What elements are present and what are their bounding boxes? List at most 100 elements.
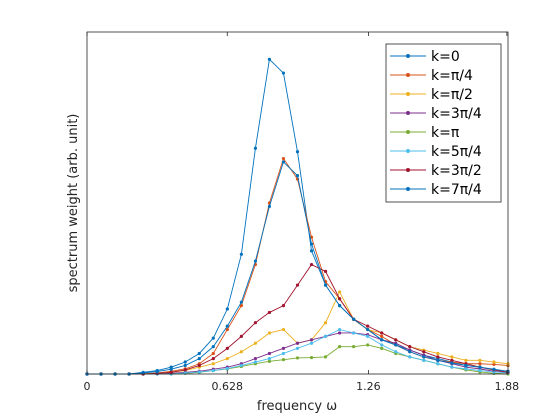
data-point bbox=[225, 357, 229, 361]
data-point bbox=[225, 307, 229, 311]
data-point bbox=[267, 359, 272, 363]
data-point bbox=[309, 242, 314, 246]
data-point bbox=[253, 357, 257, 361]
legend-label: k=π/2 bbox=[431, 87, 473, 103]
data-point bbox=[394, 338, 398, 342]
data-point bbox=[380, 338, 384, 342]
data-point bbox=[338, 331, 342, 335]
data-point bbox=[380, 331, 384, 335]
legend-label: k=3π/2 bbox=[431, 163, 482, 179]
data-point bbox=[436, 362, 440, 366]
data-point bbox=[366, 334, 370, 338]
data-point bbox=[380, 334, 384, 338]
data-point bbox=[352, 331, 356, 335]
legend: k=0 k=π/4 k=π/2 k=3π/4 k=π k=5π/4 k=3π/2 k=7π/4 bbox=[385, 43, 502, 203]
data-point bbox=[295, 356, 300, 360]
legend-marker bbox=[406, 149, 410, 153]
data-point bbox=[464, 363, 468, 368]
data-point bbox=[239, 350, 243, 354]
data-point bbox=[281, 160, 286, 164]
data-point bbox=[225, 346, 229, 350]
data-point bbox=[492, 362, 496, 367]
data-point bbox=[338, 290, 342, 294]
data-point bbox=[155, 370, 159, 374]
data-point bbox=[267, 357, 272, 361]
data-point bbox=[225, 327, 229, 332]
data-point bbox=[436, 351, 440, 356]
data-point bbox=[366, 324, 370, 328]
data-point bbox=[380, 346, 384, 350]
data-point bbox=[295, 346, 300, 350]
data-point bbox=[267, 310, 272, 315]
data-point bbox=[478, 368, 482, 373]
data-point bbox=[309, 341, 314, 345]
legend-entry: k=5π/4 bbox=[390, 144, 482, 160]
data-point bbox=[281, 304, 286, 308]
data-point bbox=[323, 269, 328, 273]
data-point bbox=[338, 345, 342, 349]
series-layer bbox=[85, 57, 510, 376]
data-point bbox=[197, 351, 201, 356]
data-point bbox=[253, 321, 257, 325]
data-point bbox=[253, 360, 257, 364]
data-point bbox=[169, 370, 173, 374]
data-point bbox=[450, 355, 454, 359]
data-point bbox=[197, 370, 201, 374]
legend-marker bbox=[406, 111, 410, 115]
data-point bbox=[211, 336, 215, 340]
data-point bbox=[464, 367, 468, 371]
legend-entry: k=3π/2 bbox=[390, 163, 482, 179]
legend-entry: k=7π/4 bbox=[390, 182, 482, 198]
data-point bbox=[478, 358, 482, 362]
series-7 bbox=[85, 160, 510, 376]
legend-marker bbox=[406, 92, 410, 96]
ticks-layer: 0 0.628 1.26 1.88 bbox=[84, 32, 519, 393]
data-point bbox=[239, 334, 243, 338]
data-point bbox=[183, 363, 187, 368]
data-point bbox=[380, 343, 384, 347]
data-point bbox=[352, 345, 356, 349]
legend-label: k=π bbox=[431, 125, 460, 141]
data-point bbox=[211, 351, 215, 356]
data-point bbox=[183, 368, 187, 372]
data-point bbox=[225, 366, 229, 371]
data-point bbox=[295, 150, 300, 154]
data-point bbox=[267, 351, 272, 356]
data-point bbox=[366, 343, 370, 347]
data-point bbox=[295, 341, 300, 345]
data-point bbox=[225, 324, 229, 328]
data-point bbox=[492, 367, 496, 371]
data-point bbox=[239, 304, 243, 308]
data-point bbox=[450, 365, 454, 369]
data-point bbox=[422, 355, 426, 359]
data-point bbox=[394, 350, 398, 354]
axes-box bbox=[86, 31, 509, 375]
legend-marker bbox=[406, 130, 410, 134]
legend-entry: k=π/4 bbox=[390, 68, 473, 84]
x-tick-label: 0 bbox=[84, 380, 91, 393]
legend-marker bbox=[406, 187, 410, 191]
legend-marker bbox=[406, 168, 410, 172]
data-point bbox=[309, 249, 314, 253]
data-point bbox=[211, 362, 215, 366]
legend-entry: k=3π/4 bbox=[390, 106, 482, 122]
data-point bbox=[478, 362, 482, 366]
data-point bbox=[478, 365, 482, 369]
data-point bbox=[281, 327, 286, 332]
data-point bbox=[281, 156, 286, 161]
data-point bbox=[295, 283, 300, 287]
data-point bbox=[169, 367, 173, 371]
data-point bbox=[408, 345, 412, 349]
data-point bbox=[436, 355, 440, 359]
data-point bbox=[422, 350, 426, 354]
data-point bbox=[309, 262, 314, 267]
data-point bbox=[267, 331, 272, 335]
data-point bbox=[309, 338, 314, 342]
data-point bbox=[394, 343, 398, 347]
y-axis-label: spectrum weight (arb. unit) bbox=[66, 114, 81, 293]
data-point bbox=[239, 300, 243, 304]
data-point bbox=[211, 357, 215, 361]
data-point bbox=[408, 355, 412, 359]
data-point bbox=[323, 283, 328, 287]
data-point bbox=[366, 327, 370, 332]
